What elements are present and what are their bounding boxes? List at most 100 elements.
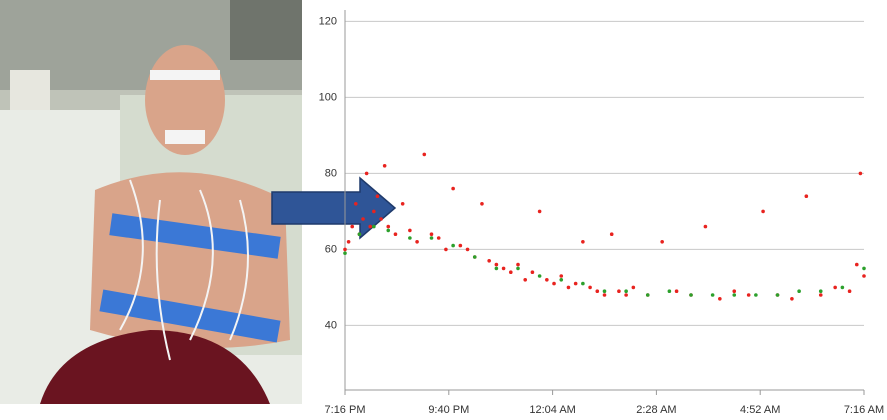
plot-area: 40 60 80 100 120 7:16 PM 9:40 PM 12:04 AM 2:28 A…: [319, 10, 884, 416]
point: [537, 274, 542, 278]
y-tick-label: 120: [319, 15, 337, 27]
x-tick-label: 7:16 AM: [844, 404, 884, 416]
point: [487, 259, 491, 263]
point: [602, 289, 607, 294]
point: [480, 202, 484, 206]
point: [451, 243, 455, 248]
point: [415, 240, 419, 244]
point: [602, 293, 607, 297]
point: [444, 247, 448, 252]
photo: [0, 0, 302, 404]
y-tick-label: 100: [319, 91, 337, 103]
point: [346, 240, 351, 244]
point: [516, 266, 520, 271]
point: [537, 209, 542, 214]
point: [718, 297, 722, 301]
point: [624, 293, 628, 297]
point: [833, 285, 837, 290]
point: [581, 281, 585, 286]
point: [379, 217, 383, 221]
point: [408, 228, 412, 233]
point: [393, 232, 398, 236]
point: [472, 255, 477, 259]
point: [858, 171, 863, 176]
point: [559, 274, 564, 278]
point: [364, 171, 369, 176]
point: [429, 236, 434, 240]
point: [436, 236, 441, 240]
point: [581, 240, 585, 244]
point: [372, 209, 376, 214]
point: [818, 289, 823, 294]
point: [372, 224, 376, 229]
point: [732, 293, 737, 297]
point: [368, 224, 373, 229]
point: [645, 293, 650, 297]
point: [501, 266, 506, 271]
point: [357, 232, 362, 236]
point: [361, 217, 365, 221]
point: [354, 202, 358, 206]
y-tick-label: 80: [325, 167, 337, 179]
point: [400, 202, 405, 206]
point: [566, 285, 571, 290]
point: [840, 285, 845, 290]
point: [624, 289, 628, 294]
point: [804, 194, 809, 198]
point: [516, 262, 520, 267]
point: [458, 243, 463, 248]
point: [343, 251, 347, 255]
point: [797, 289, 801, 294]
y-tick-label: 60: [325, 243, 337, 255]
x-tick-label: 12:04 AM: [529, 404, 575, 416]
point: [862, 266, 866, 271]
point: [595, 289, 600, 294]
point: [710, 293, 715, 297]
point: [343, 247, 347, 252]
point: [609, 232, 614, 236]
point: [386, 224, 391, 229]
point: [382, 164, 387, 168]
point: [854, 262, 859, 267]
x-tick-label: 4:52 AM: [740, 404, 780, 416]
point: [573, 281, 578, 286]
x-tick-label: 9:40 PM: [428, 404, 469, 416]
point: [689, 293, 693, 297]
point: [674, 289, 679, 294]
x-tick-label: 2:28 AM: [636, 404, 676, 416]
point: [552, 281, 556, 286]
point: [631, 285, 636, 290]
point: [790, 297, 794, 301]
point: [530, 270, 535, 275]
point: [545, 278, 549, 282]
point: [732, 289, 737, 294]
point: [588, 285, 592, 290]
point: [667, 289, 672, 294]
point: [465, 247, 470, 252]
point: [523, 278, 528, 282]
point: [862, 274, 866, 278]
point: [847, 289, 852, 294]
point: [508, 270, 513, 275]
point: [429, 232, 434, 236]
point: [761, 209, 765, 214]
point: [703, 224, 708, 229]
arrow: [271, 176, 397, 240]
point: [494, 262, 499, 267]
y-tick-label: 40: [325, 319, 337, 331]
x-tick-label: 7:16 PM: [325, 404, 366, 416]
point: [494, 266, 499, 271]
point: [451, 186, 455, 191]
point: [818, 293, 823, 297]
point: [559, 278, 564, 282]
point: [350, 224, 355, 229]
point: [754, 293, 758, 297]
point: [375, 194, 380, 198]
point: [422, 152, 427, 157]
point: [408, 236, 412, 240]
point: [660, 240, 664, 244]
point: [617, 289, 621, 294]
point: [386, 228, 391, 233]
